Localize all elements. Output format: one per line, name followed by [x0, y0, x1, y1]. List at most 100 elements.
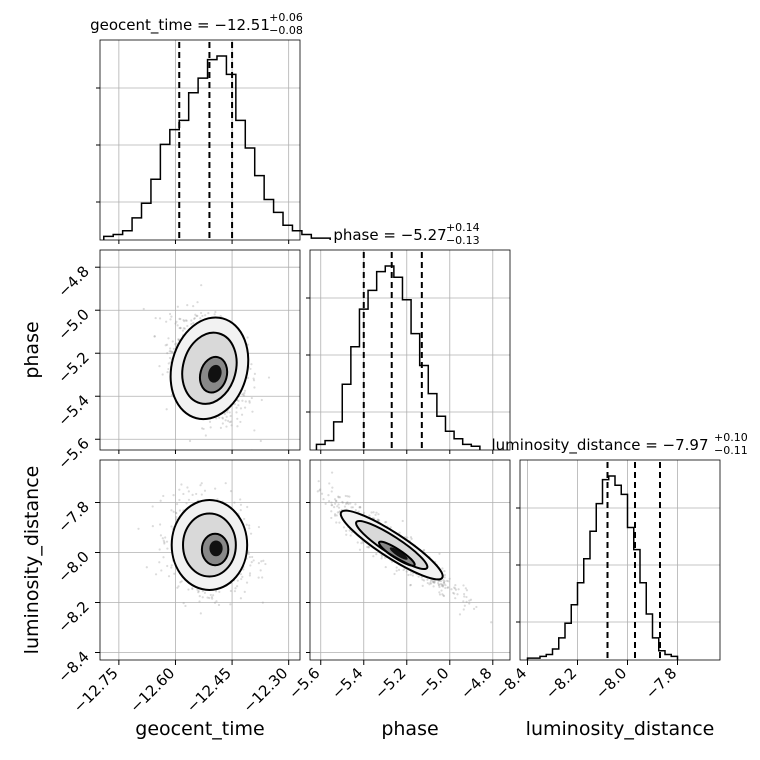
sample-point [224, 482, 227, 485]
sample-point [151, 525, 154, 528]
sample-point [179, 326, 182, 330]
sample-point [179, 317, 182, 321]
sample-point [331, 504, 334, 507]
x-axis-label-luminosity_distance: luminosity_distance [526, 718, 715, 740]
sample-point [177, 338, 180, 341]
sample-point [176, 305, 179, 308]
sample-point [380, 557, 383, 560]
sample-point [257, 576, 260, 579]
sample-point [219, 426, 222, 429]
sample-point [204, 434, 207, 437]
sample-point [448, 577, 451, 580]
title-upper-error-geocent_time: +0.06 [269, 11, 303, 24]
sample-point [191, 587, 194, 590]
sample-point [173, 572, 176, 575]
sample-point [229, 414, 232, 418]
sample-point [264, 562, 267, 566]
sample-point [192, 305, 195, 308]
sample-point [327, 500, 331, 503]
sample-point [230, 424, 233, 427]
sample-point [345, 501, 349, 504]
contour-group [169, 316, 250, 421]
sample-point [153, 335, 156, 338]
sample-point [235, 406, 238, 409]
sample-point [208, 596, 211, 600]
sample-point [191, 493, 194, 497]
sample-point [158, 317, 162, 320]
sample-point [378, 519, 381, 522]
sample-point [182, 602, 185, 605]
sample-point [167, 362, 170, 365]
sample-point [250, 363, 253, 366]
sample-point [166, 351, 169, 355]
sample-point [395, 566, 398, 569]
histogram-panel-geocent_time [96, 39, 331, 241]
sample-point [179, 327, 182, 330]
sample-point [370, 511, 373, 514]
panel-frame [309, 249, 511, 451]
sample-point [154, 573, 158, 576]
sample-point [226, 419, 230, 422]
sample-point [347, 502, 350, 506]
sample-point [246, 343, 250, 346]
sample-point [367, 546, 370, 549]
sample-point [175, 502, 179, 506]
sample-point [245, 581, 249, 584]
sample-point [168, 356, 172, 360]
panel-frame [99, 39, 301, 241]
sample-point [178, 488, 181, 491]
sample-point [184, 604, 187, 608]
y-tick-label-luminosity_distance: −8.2 [54, 598, 92, 636]
sample-point [257, 561, 260, 565]
sample-point [229, 589, 232, 593]
sample-point [443, 582, 446, 585]
sample-point [180, 483, 183, 486]
scatter-panel-phase-luminosity_distance [309, 459, 511, 661]
sample-point [332, 505, 336, 509]
panel-frame [309, 459, 511, 661]
sample-point [438, 593, 442, 596]
sample-point [440, 589, 443, 592]
sample-point [182, 319, 185, 322]
sample-point [236, 417, 239, 420]
sample-point [342, 526, 346, 529]
sample-point [161, 537, 164, 540]
sample-point [453, 587, 457, 590]
sample-point [163, 541, 166, 544]
sample-point [167, 337, 170, 340]
sample-point [429, 581, 432, 584]
sample-point [234, 587, 237, 590]
sample-point [210, 596, 213, 599]
sample-point [462, 592, 466, 596]
sample-point [239, 503, 243, 506]
y-tick-label-luminosity_distance: −7.8 [54, 498, 92, 536]
sample-point [250, 396, 253, 400]
sample-point [162, 556, 165, 559]
sample-point [330, 510, 333, 513]
panel-frame [99, 249, 301, 451]
sample-point [444, 584, 447, 587]
sample-point [336, 511, 339, 514]
sample-point [185, 502, 188, 505]
sample-point [465, 589, 469, 592]
sample-point [169, 318, 172, 321]
sample-point [372, 511, 375, 514]
sample-point [199, 612, 202, 615]
sample-point [230, 420, 233, 423]
title-upper-error-phase: +0.14 [446, 221, 480, 234]
sample-point [454, 588, 458, 591]
sample-point [217, 603, 221, 607]
contour-line-outer [170, 499, 249, 591]
sample-point [209, 593, 212, 597]
sample-point [345, 529, 348, 532]
sample-point [151, 505, 154, 508]
sample-point [249, 532, 253, 535]
sample-point [337, 496, 340, 499]
histogram-luminosity_distance [526, 475, 679, 660]
sample-point [239, 597, 243, 600]
sample-point [168, 312, 172, 316]
histogram-phase [315, 265, 481, 450]
sample-point [327, 494, 330, 497]
sample-point [245, 523, 248, 526]
sample-point [185, 319, 188, 322]
